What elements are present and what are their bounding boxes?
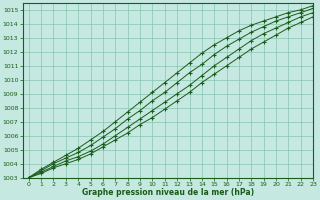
X-axis label: Graphe pression niveau de la mer (hPa): Graphe pression niveau de la mer (hPa) xyxy=(82,188,254,197)
